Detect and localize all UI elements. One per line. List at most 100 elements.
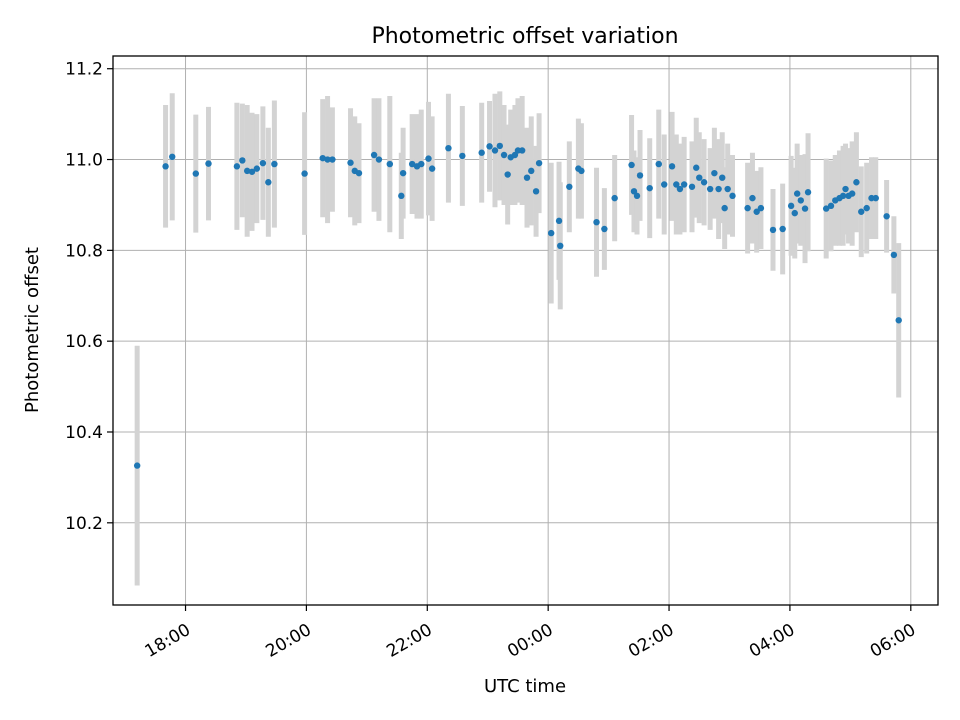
y-axis-ticks: 10.2 10.4 10.6 10.8 11.0 11.2 bbox=[65, 60, 113, 534]
data-point bbox=[791, 209, 798, 217]
data-point bbox=[693, 164, 700, 171]
data-point bbox=[668, 163, 676, 170]
data-point bbox=[839, 192, 847, 200]
data-point bbox=[601, 225, 608, 233]
data-point bbox=[706, 185, 714, 193]
data-point bbox=[724, 185, 731, 193]
data-point bbox=[636, 172, 644, 179]
data-point bbox=[459, 152, 466, 160]
data-point bbox=[827, 202, 835, 210]
data-point bbox=[408, 160, 416, 168]
data-point bbox=[858, 208, 865, 215]
data-point bbox=[547, 229, 555, 237]
data-point bbox=[243, 167, 251, 175]
data-point bbox=[528, 167, 535, 175]
y-tick-label: 10.6 bbox=[65, 332, 103, 352]
data-point bbox=[169, 153, 176, 161]
data-point bbox=[504, 171, 511, 178]
data-point bbox=[329, 156, 336, 163]
data-point bbox=[162, 163, 169, 170]
data-point bbox=[486, 143, 493, 150]
chart-title: Photometric offset variation bbox=[371, 24, 678, 49]
data-point bbox=[398, 192, 405, 200]
y-tick-label: 11.0 bbox=[65, 151, 103, 171]
data-point bbox=[848, 190, 856, 197]
data-point bbox=[872, 194, 879, 202]
data-point bbox=[375, 156, 383, 163]
data-point bbox=[399, 169, 407, 177]
data-point bbox=[566, 183, 573, 190]
y-tick-label: 10.4 bbox=[65, 423, 103, 443]
data-point bbox=[721, 204, 728, 212]
data-point bbox=[822, 205, 830, 212]
data-point bbox=[680, 181, 688, 188]
data-point bbox=[700, 179, 708, 186]
data-point bbox=[491, 147, 499, 154]
data-point bbox=[578, 167, 585, 175]
data-point bbox=[248, 168, 256, 175]
data-point bbox=[715, 185, 722, 193]
data-point bbox=[301, 170, 308, 177]
y-tick-label: 11.2 bbox=[65, 60, 103, 80]
data-point bbox=[711, 169, 718, 177]
data-point bbox=[239, 157, 246, 164]
data-point bbox=[890, 251, 898, 259]
data-point bbox=[883, 213, 890, 220]
data-point bbox=[445, 144, 452, 152]
data-point bbox=[719, 174, 726, 181]
x-axis-label: UTC time bbox=[484, 676, 566, 697]
data-point bbox=[523, 174, 531, 181]
data-point bbox=[744, 204, 751, 212]
data-points bbox=[133, 142, 902, 469]
data-point bbox=[688, 183, 696, 190]
data-point bbox=[673, 181, 680, 188]
data-point bbox=[133, 462, 141, 469]
data-point bbox=[779, 225, 786, 233]
data-point bbox=[555, 217, 563, 225]
data-point bbox=[676, 185, 684, 193]
y-axis-label: Photometric offset bbox=[22, 247, 43, 413]
data-point bbox=[418, 160, 425, 168]
data-point bbox=[801, 205, 809, 212]
data-point bbox=[787, 202, 795, 210]
data-point bbox=[535, 159, 543, 167]
data-point bbox=[500, 151, 508, 159]
data-point bbox=[192, 170, 200, 177]
data-point bbox=[729, 192, 736, 200]
data-point bbox=[532, 188, 540, 195]
data-point bbox=[797, 197, 805, 204]
data-point bbox=[425, 155, 432, 162]
data-point bbox=[793, 190, 801, 197]
data-point bbox=[753, 208, 760, 215]
data-point bbox=[757, 204, 765, 212]
data-point bbox=[271, 160, 278, 168]
data-point bbox=[895, 317, 902, 324]
data-point bbox=[661, 181, 668, 188]
data-point bbox=[804, 189, 812, 196]
data-point bbox=[205, 160, 212, 167]
data-point bbox=[324, 156, 331, 163]
data-point bbox=[749, 194, 756, 202]
data-point bbox=[496, 142, 504, 150]
data-point bbox=[630, 188, 638, 195]
y-tick-label: 10.2 bbox=[65, 514, 103, 534]
data-point bbox=[259, 159, 267, 167]
data-point bbox=[646, 184, 653, 192]
data-point bbox=[593, 218, 600, 226]
axes-frame bbox=[112, 55, 939, 606]
data-point bbox=[428, 165, 436, 172]
data-point bbox=[511, 151, 519, 159]
data-point bbox=[386, 160, 394, 168]
data-point bbox=[518, 147, 526, 154]
data-point bbox=[655, 160, 662, 168]
data-point bbox=[233, 163, 241, 170]
data-point bbox=[863, 204, 870, 212]
data-point bbox=[853, 179, 860, 186]
data-point bbox=[628, 161, 635, 169]
y-tick-label: 10.8 bbox=[65, 241, 103, 261]
data-point bbox=[370, 151, 378, 159]
data-point bbox=[319, 154, 326, 162]
data-point bbox=[355, 169, 363, 177]
data-point bbox=[696, 174, 703, 181]
